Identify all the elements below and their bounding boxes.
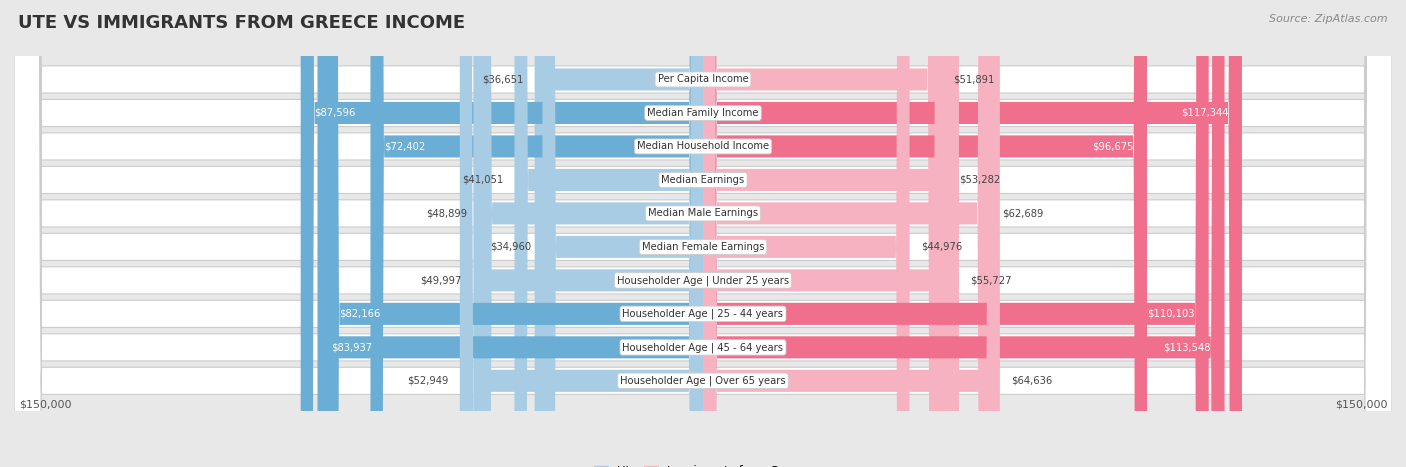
Text: $150,000: $150,000 <box>1334 400 1388 410</box>
Text: $49,997: $49,997 <box>420 276 463 285</box>
Text: Median Household Income: Median Household Income <box>637 142 769 151</box>
FancyBboxPatch shape <box>703 0 1000 467</box>
Text: $55,727: $55,727 <box>970 276 1012 285</box>
Text: $87,596: $87,596 <box>315 108 356 118</box>
FancyBboxPatch shape <box>703 0 959 467</box>
FancyBboxPatch shape <box>703 0 991 467</box>
FancyBboxPatch shape <box>515 0 703 467</box>
FancyBboxPatch shape <box>703 0 942 467</box>
FancyBboxPatch shape <box>14 0 1392 467</box>
Text: $53,282: $53,282 <box>959 175 1001 185</box>
Text: $48,899: $48,899 <box>426 208 467 219</box>
FancyBboxPatch shape <box>14 0 1392 467</box>
FancyBboxPatch shape <box>326 0 703 467</box>
Text: $113,548: $113,548 <box>1163 342 1211 352</box>
Text: Householder Age | Under 25 years: Householder Age | Under 25 years <box>617 275 789 286</box>
FancyBboxPatch shape <box>370 0 703 467</box>
FancyBboxPatch shape <box>703 0 948 467</box>
Text: $52,949: $52,949 <box>406 376 449 386</box>
FancyBboxPatch shape <box>703 0 1225 467</box>
FancyBboxPatch shape <box>703 0 910 467</box>
Legend: Ute, Immigrants from Greece: Ute, Immigrants from Greece <box>589 460 817 467</box>
Text: Householder Age | Over 65 years: Householder Age | Over 65 years <box>620 375 786 386</box>
FancyBboxPatch shape <box>703 0 1241 467</box>
Text: $44,976: $44,976 <box>921 242 962 252</box>
Text: $117,344: $117,344 <box>1181 108 1229 118</box>
Text: $34,960: $34,960 <box>489 242 531 252</box>
Text: $41,051: $41,051 <box>461 175 503 185</box>
Text: $72,402: $72,402 <box>384 142 426 151</box>
Text: Median Male Earnings: Median Male Earnings <box>648 208 758 219</box>
FancyBboxPatch shape <box>14 0 1392 467</box>
Text: Median Earnings: Median Earnings <box>661 175 745 185</box>
FancyBboxPatch shape <box>703 0 1209 467</box>
Text: Median Female Earnings: Median Female Earnings <box>641 242 765 252</box>
Text: $110,103: $110,103 <box>1147 309 1195 319</box>
Text: Householder Age | 45 - 64 years: Householder Age | 45 - 64 years <box>623 342 783 353</box>
Text: $96,675: $96,675 <box>1091 142 1133 151</box>
FancyBboxPatch shape <box>14 0 1392 467</box>
Text: $83,937: $83,937 <box>332 342 373 352</box>
FancyBboxPatch shape <box>543 0 703 467</box>
FancyBboxPatch shape <box>703 0 1147 467</box>
Text: $64,636: $64,636 <box>1011 376 1053 386</box>
FancyBboxPatch shape <box>460 0 703 467</box>
FancyBboxPatch shape <box>301 0 703 467</box>
FancyBboxPatch shape <box>14 0 1392 467</box>
Text: Householder Age | 25 - 44 years: Householder Age | 25 - 44 years <box>623 309 783 319</box>
Text: $36,651: $36,651 <box>482 74 523 85</box>
FancyBboxPatch shape <box>14 0 1392 467</box>
Text: Per Capita Income: Per Capita Income <box>658 74 748 85</box>
FancyBboxPatch shape <box>318 0 703 467</box>
Text: $82,166: $82,166 <box>339 309 381 319</box>
FancyBboxPatch shape <box>534 0 703 467</box>
FancyBboxPatch shape <box>478 0 703 467</box>
FancyBboxPatch shape <box>14 0 1392 467</box>
Text: Median Family Income: Median Family Income <box>647 108 759 118</box>
FancyBboxPatch shape <box>14 0 1392 467</box>
Text: Source: ZipAtlas.com: Source: ZipAtlas.com <box>1270 14 1388 24</box>
FancyBboxPatch shape <box>14 0 1392 467</box>
Text: $51,891: $51,891 <box>953 74 994 85</box>
Text: $150,000: $150,000 <box>18 400 72 410</box>
Text: UTE VS IMMIGRANTS FROM GREECE INCOME: UTE VS IMMIGRANTS FROM GREECE INCOME <box>18 14 465 32</box>
FancyBboxPatch shape <box>14 0 1392 467</box>
FancyBboxPatch shape <box>474 0 703 467</box>
Text: $62,689: $62,689 <box>1002 208 1043 219</box>
